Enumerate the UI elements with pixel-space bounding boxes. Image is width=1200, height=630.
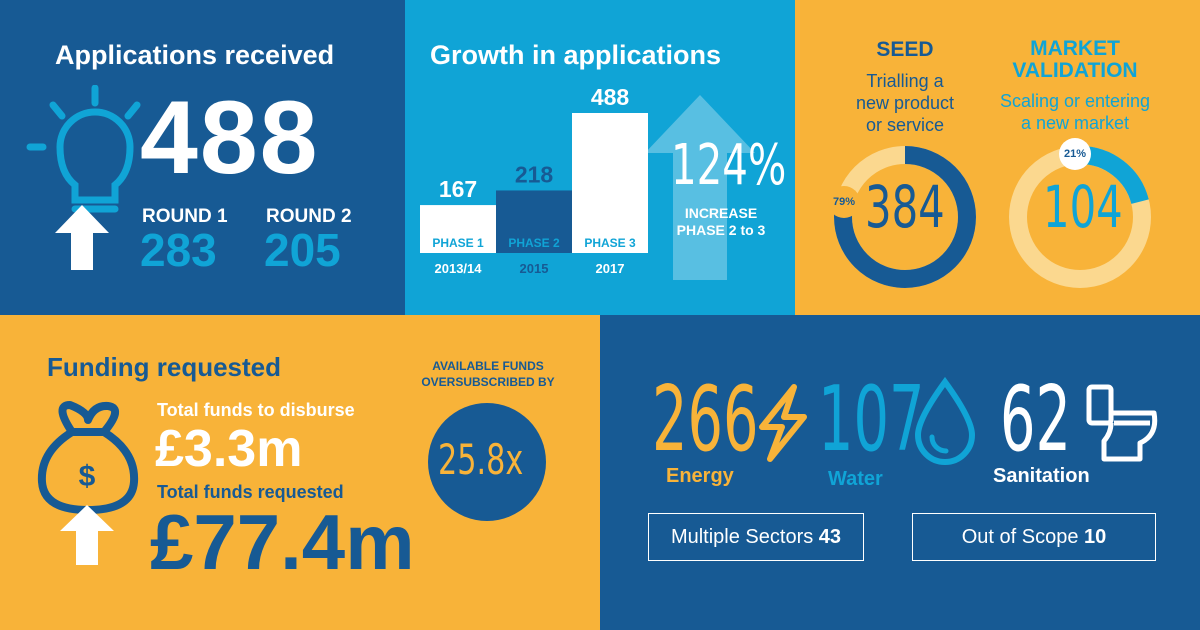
lightning-icon	[759, 384, 807, 462]
bar-category-label-3: PHASE 3	[584, 236, 636, 250]
bar-1	[420, 205, 496, 253]
multiple-sectors-value: 43	[818, 525, 842, 548]
market-percent: 21%	[1059, 138, 1091, 170]
round1-value: 283	[140, 224, 217, 276]
market-title: MARKET VALIDATION	[995, 38, 1155, 82]
increase-label-2: PHASE 2 to 3	[676, 222, 766, 238]
round2-label: ROUND 2	[266, 206, 352, 227]
disburse-value: £3.3m	[155, 420, 303, 478]
out-of-scope-value: 10	[1084, 525, 1107, 548]
applications-panel: Applications received 488 ROUND 1 283 RO…	[0, 0, 405, 315]
oversub-label-2: OVERSUBSCRIBED BY	[421, 375, 555, 389]
water-drop-icon	[914, 377, 976, 465]
bar-year-label-2: 2015	[520, 261, 549, 276]
money-bag-icon	[37, 401, 139, 514]
sanitation-value: 62	[1000, 367, 1072, 472]
water-value-wrap: 107	[818, 373, 990, 467]
seed-value: 384	[865, 173, 945, 241]
disburse-label: Total funds to disburse	[157, 400, 355, 420]
market-value: 104	[1043, 173, 1123, 241]
growth-bar-chart: 167 PHASE 1 2013/14 218 PHASE 2 2015 488 PHASE …	[420, 84, 648, 276]
dollar-sign-icon: $	[78, 460, 96, 493]
requested-label: Total funds requested	[157, 482, 344, 502]
bar-2	[496, 190, 572, 253]
bar-3	[572, 113, 648, 253]
growth-title: Growth in applications	[430, 40, 722, 70]
seed-desc-2: new product	[855, 93, 955, 113]
market-desc: Scaling or entering a new market	[985, 90, 1165, 134]
sanitation-value-wrap: 62	[1000, 373, 1115, 467]
market-desc-2: a new market	[1020, 113, 1130, 133]
seed-title: SEED	[876, 38, 934, 61]
seed-desc-1: Trialling a	[866, 71, 944, 91]
round1-label: ROUND 1	[142, 206, 228, 227]
bar-category-label-2: PHASE 2	[508, 236, 560, 250]
energy-label: Energy	[666, 465, 734, 487]
multiple-sectors-box: Multiple Sectors 43	[648, 513, 864, 561]
increase-value: 124%	[671, 133, 787, 198]
market-value-wrap: 104	[1043, 176, 1154, 239]
bar-value-label-2: 218	[515, 161, 554, 187]
oversub-label-1: AVAILABLE FUNDS	[432, 359, 544, 373]
round2-value: 205	[264, 224, 341, 276]
increase-value-wrap: 124%	[671, 135, 831, 196]
bar-category-label-1: PHASE 1	[432, 236, 484, 250]
funding-title: Funding requested	[47, 352, 281, 382]
seed-percent: 79%	[828, 186, 860, 218]
applications-total: 488	[140, 80, 320, 196]
growth-panel: Growth in applications 167 PHASE 1 2013/14…	[405, 0, 795, 315]
sectors-panel: 266 Energy 107 Water 62 Sanitation Multi…	[600, 315, 1200, 630]
oversub-label: AVAILABLE FUNDS OVERSUBSCRIBED BY	[408, 358, 568, 390]
market-title-2: VALIDATION	[1012, 59, 1138, 82]
funding-panel: Funding requested $ Total funds to disbu…	[0, 315, 600, 630]
oversub-circle	[428, 403, 546, 521]
out-of-scope-label: Out of Scope	[961, 525, 1085, 548]
bar-value-label-3: 488	[591, 84, 630, 110]
bar-year-label-3: 2017	[596, 261, 625, 276]
funding-up-arrow-icon	[60, 505, 114, 565]
sanitation-label: Sanitation	[993, 465, 1090, 487]
oversub-value: 25.8x	[438, 435, 524, 484]
increase-label-1: INCREASE	[684, 205, 758, 221]
requested-value: £77.4m	[150, 498, 415, 586]
applications-title: Applications received	[55, 40, 335, 70]
energy-value: 266	[652, 367, 759, 472]
market-title-1: MARKET	[1030, 37, 1120, 60]
increase-label: INCREASE PHASE 2 to 3	[655, 205, 787, 239]
multiple-sectors-label: Multiple Sectors	[670, 525, 819, 548]
seed-desc: Trialling a new product or service	[830, 70, 980, 136]
big-up-arrow-icon	[645, 95, 755, 280]
seed-value-wrap: 384	[865, 176, 976, 239]
market-desc-1: Scaling or entering	[999, 91, 1151, 111]
bar-value-label-1: 167	[439, 176, 477, 202]
energy-value-wrap: 266	[652, 373, 824, 467]
bar-year-label-1: 2013/14	[435, 261, 483, 276]
water-value: 107	[818, 367, 925, 472]
stages-panel: SEED Trialling a new product or service …	[795, 0, 1200, 315]
out-of-scope-box: Out of Scope 10	[912, 513, 1156, 561]
up-arrow-icon	[55, 205, 109, 270]
oversub-value-wrap: 25.8x	[438, 435, 556, 485]
toilet-icon	[1086, 384, 1158, 462]
water-label: Water	[828, 468, 883, 490]
seed-desc-3: or service	[865, 115, 945, 135]
